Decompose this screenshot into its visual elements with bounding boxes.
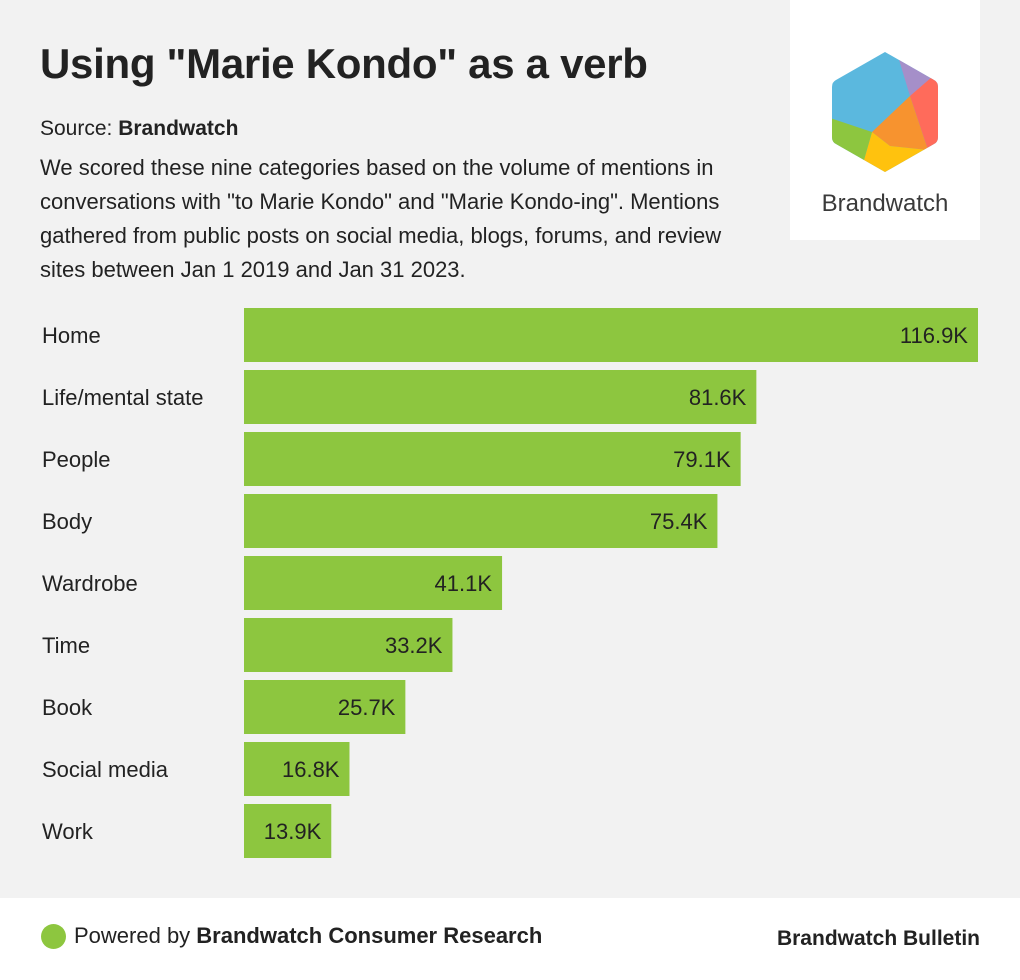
- brandwatch-dot-icon: [41, 924, 66, 949]
- bar: [244, 308, 978, 362]
- value-label: 116.9K: [900, 323, 968, 348]
- category-label: People: [42, 447, 111, 472]
- bar: [244, 618, 453, 672]
- value-label: 79.1K: [673, 447, 731, 472]
- logo-wordmark: Brandwatch: [821, 190, 949, 217]
- value-label: 13.9K: [264, 819, 322, 844]
- category-label: Wardrobe: [42, 571, 138, 596]
- bar: [244, 742, 350, 796]
- powered-by: Powered by Brandwatch Consumer Research: [74, 923, 542, 949]
- hexagon-logo-icon: [832, 52, 938, 172]
- bar: [244, 680, 406, 734]
- value-label: 25.7K: [338, 695, 396, 720]
- category-label: Book: [42, 695, 93, 720]
- value-label: 41.1K: [435, 571, 493, 596]
- bar: [244, 556, 503, 610]
- bar: [244, 370, 757, 424]
- chart-description: We scored these nine categories based on…: [40, 155, 722, 282]
- category-label: Life/mental state: [42, 385, 203, 410]
- bar: [244, 432, 741, 486]
- bar: [244, 804, 332, 858]
- brandwatch-logo: Brandwatch: [790, 0, 980, 240]
- category-label: Social media: [42, 757, 169, 782]
- source-label: Source:: [40, 117, 119, 140]
- category-label: Time: [42, 633, 90, 658]
- bar: [244, 494, 718, 548]
- value-label: 33.2K: [385, 633, 443, 658]
- page-title: Using "Marie Kondo" as a verb: [40, 40, 648, 87]
- value-label: 75.4K: [650, 509, 708, 534]
- source-name: Brandwatch: [118, 117, 239, 140]
- category-label: Body: [42, 509, 92, 534]
- powered-prefix: Powered by: [74, 923, 197, 948]
- source-line: Source: Brandwatch: [40, 117, 238, 141]
- value-label: 81.6K: [689, 385, 747, 410]
- bar-chart: Home 116.9K Life/mental state 81.6K People 79…: [42, 308, 978, 858]
- powered-name: Brandwatch Consumer Research: [196, 923, 543, 948]
- category-label: Home: [42, 323, 101, 348]
- value-label: 16.8K: [282, 757, 340, 782]
- bulletin-label: Brandwatch Bulletin: [776, 927, 980, 950]
- category-label: Work: [42, 819, 94, 844]
